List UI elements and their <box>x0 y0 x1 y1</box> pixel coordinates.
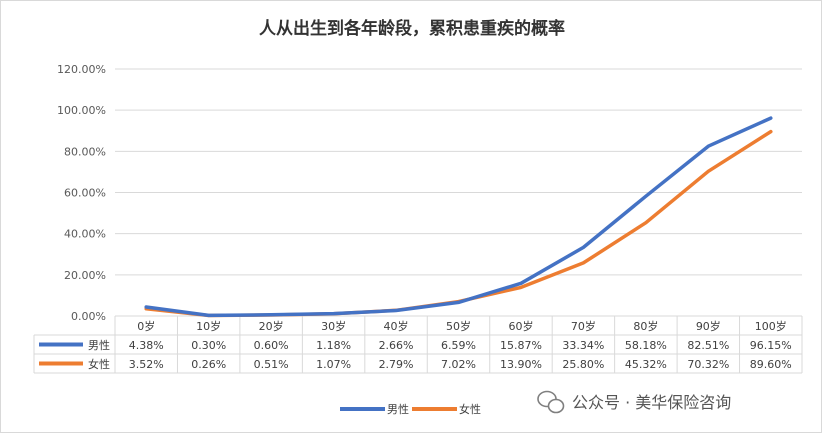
table-cell-value: 13.90% <box>500 358 542 371</box>
x-category-label: 40岁 <box>384 319 409 333</box>
table-cell-value: 2.79% <box>379 358 414 371</box>
table-cell-value: 1.18% <box>316 339 351 352</box>
table-cell-value: 70.32% <box>687 358 729 371</box>
x-category-label: 20岁 <box>259 319 284 333</box>
y-tick-label: 100.00% <box>57 104 106 117</box>
series-line-female <box>144 129 773 318</box>
x-category-label: 100岁 <box>755 319 787 333</box>
table-cell-value: 33.34% <box>562 339 604 352</box>
table-series-name: 男性 <box>88 338 110 352</box>
table-cell-value: 4.38% <box>129 339 164 352</box>
table-cell-value: 0.26% <box>191 358 226 371</box>
y-tick-label: 40.00% <box>64 228 106 241</box>
x-category-label: 50岁 <box>446 319 471 333</box>
table-cell-value: 96.15% <box>750 339 792 352</box>
table-cell-value: 6.59% <box>441 339 476 352</box>
table-cell-value: 0.51% <box>254 358 289 371</box>
y-tick-label: 80.00% <box>64 145 106 158</box>
watermark-text: 公众号 · 美华保险咨询 <box>572 393 731 412</box>
y-tick-label: 120.00% <box>57 63 106 76</box>
table-cell-value: 15.87% <box>500 339 542 352</box>
table-cell-value: 0.60% <box>254 339 289 352</box>
x-category-label: 60岁 <box>508 319 533 333</box>
table-cell-value: 7.02% <box>441 358 476 371</box>
x-category-label: 70岁 <box>571 319 596 333</box>
x-category-label: 30岁 <box>321 319 346 333</box>
x-category-label: 10岁 <box>196 319 221 333</box>
y-tick-label: 20.00% <box>64 269 106 282</box>
table-cell-value: 1.07% <box>316 358 351 371</box>
y-tick-label: 60.00% <box>64 187 106 200</box>
table-cell-value: 45.32% <box>625 358 667 371</box>
table-cell-value: 58.18% <box>625 339 667 352</box>
series-line-male <box>144 116 773 318</box>
wechat-icon <box>537 390 565 414</box>
table-cell-value: 2.66% <box>379 339 414 352</box>
table-series-name: 女性 <box>88 357 110 371</box>
y-tick-label: 0.00% <box>71 310 106 323</box>
x-category-label: 90岁 <box>696 319 721 333</box>
table-cell-value: 89.60% <box>750 358 792 371</box>
table-cell-value: 25.80% <box>562 358 604 371</box>
legend-label: 女性 <box>459 402 481 416</box>
chart-title: 人从出生到各年龄段，累积患重疾的概率 <box>259 19 565 39</box>
table-cell-value: 3.52% <box>129 358 164 371</box>
table-cell-value: 0.30% <box>191 339 226 352</box>
x-category-label: 80岁 <box>633 319 658 333</box>
x-category-label: 0岁 <box>137 319 155 333</box>
table-cell-value: 82.51% <box>687 339 729 352</box>
legend-label: 男性 <box>387 402 409 416</box>
